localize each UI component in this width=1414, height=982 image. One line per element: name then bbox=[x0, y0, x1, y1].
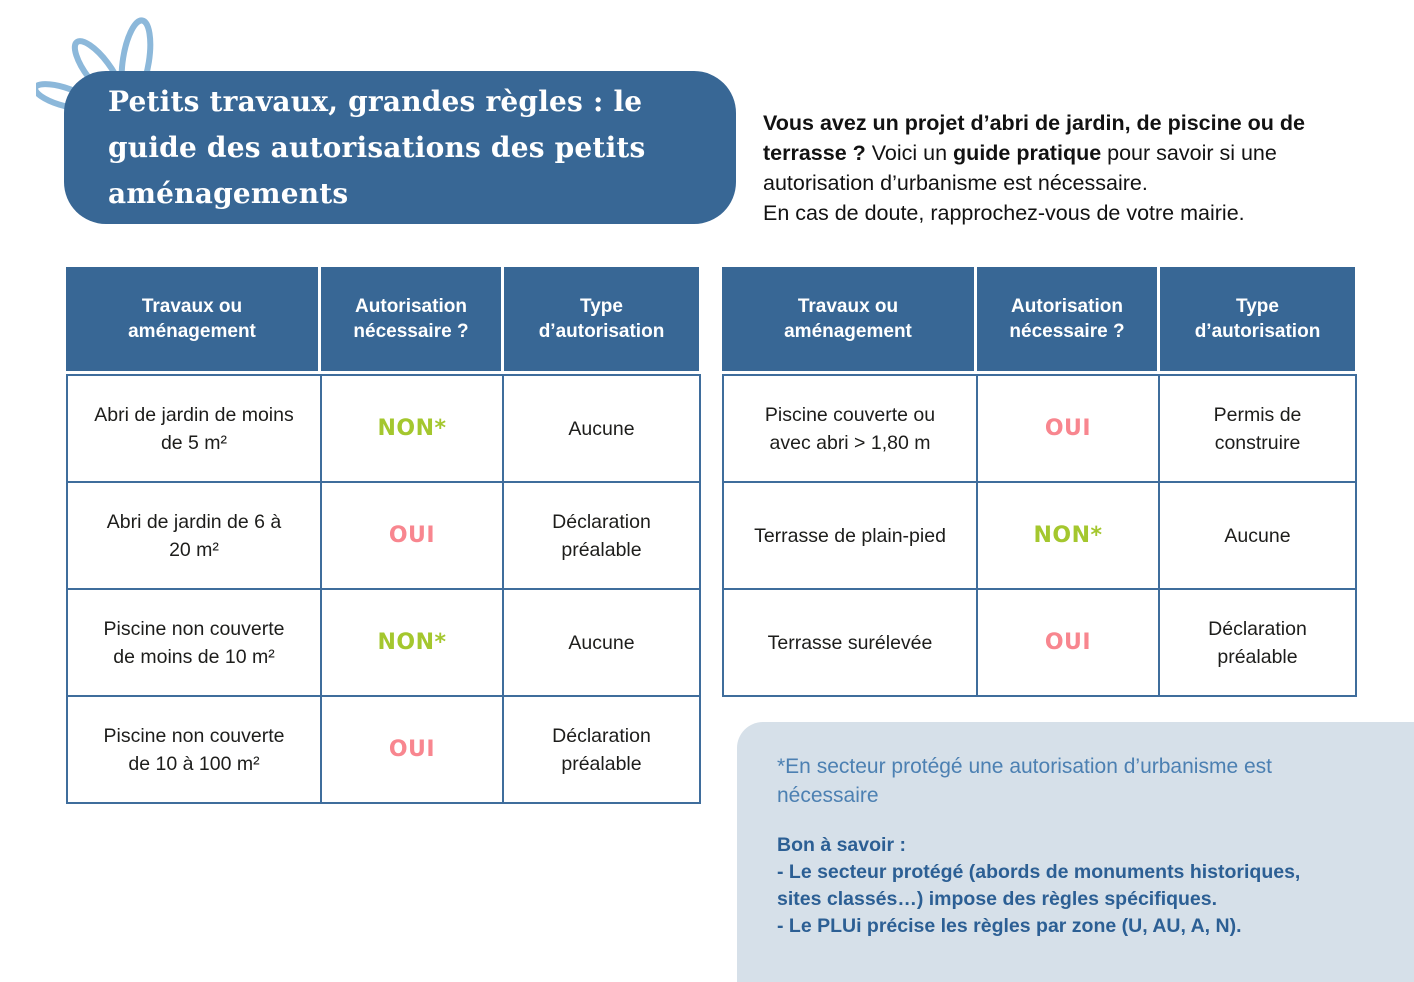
table-left-body: Abri de jardin de moins de 5 m² NON* Auc… bbox=[66, 374, 701, 804]
table-right-header-row: Travaux ou aménagement Autorisation néce… bbox=[722, 267, 1358, 371]
table-cell-autorisation: NON* bbox=[322, 590, 502, 695]
table-cell-type: Permis de construire bbox=[1160, 376, 1355, 481]
intro-mid-bold: guide pratique bbox=[953, 140, 1102, 165]
table-cell-type: Aucune bbox=[504, 590, 699, 695]
column-header-travaux: Travaux ou aménagement bbox=[722, 267, 974, 371]
table-left-header-row: Travaux ou aménagement Autorisation néce… bbox=[66, 267, 703, 371]
intro-paragraph: Vous avez un projet d’abri de jardin, de… bbox=[763, 108, 1363, 228]
intro-lead-bold: Vous avez un projet d’abri de jardin, de… bbox=[763, 110, 1305, 165]
column-header-autorisation: Autorisation nécessaire ? bbox=[321, 267, 501, 371]
intro-text: Voici un bbox=[865, 140, 954, 165]
table-cell-autorisation: NON* bbox=[322, 376, 502, 481]
table-cell-travaux: Abri de jardin de 6 à 20 m² bbox=[68, 483, 320, 588]
table-left: Travaux ou aménagement Autorisation néce… bbox=[66, 267, 703, 804]
table-cell-autorisation: OUI bbox=[322, 483, 502, 588]
table-cell-type: Aucune bbox=[1160, 483, 1355, 588]
table-cell-autorisation: OUI bbox=[978, 376, 1158, 481]
table-cell-travaux: Terrasse surélevée bbox=[724, 590, 976, 695]
table-cell-type: Déclaration préalable bbox=[1160, 590, 1355, 695]
column-header-type: Type d’autorisation bbox=[504, 267, 699, 371]
table-right: Travaux ou aménagement Autorisation néce… bbox=[722, 267, 1358, 697]
table-cell-autorisation: OUI bbox=[978, 590, 1158, 695]
table-cell-travaux: Piscine non couverte de 10 à 100 m² bbox=[68, 697, 320, 802]
intro-line2: En cas de doute, rapprochez-vous de votr… bbox=[763, 200, 1245, 225]
column-header-type: Type d’autorisation bbox=[1160, 267, 1355, 371]
good-to-know-item: - Le secteur protégé (abords de monument… bbox=[777, 861, 1301, 910]
table-cell-type: Déclaration préalable bbox=[504, 483, 699, 588]
good-to-know-block: Bon à savoir : - Le secteur protégé (abo… bbox=[777, 832, 1397, 940]
table-cell-travaux: Abri de jardin de moins de 5 m² bbox=[68, 376, 320, 481]
good-to-know-item: - Le PLUi précise les règles par zone (U… bbox=[777, 915, 1242, 937]
page-title: Petits travaux, grandes règles : le guid… bbox=[108, 84, 646, 210]
table-cell-travaux: Piscine couverte ou avec abri > 1,80 m bbox=[724, 376, 976, 481]
column-header-autorisation: Autorisation nécessaire ? bbox=[977, 267, 1157, 371]
table-cell-autorisation: NON* bbox=[978, 483, 1158, 588]
table-cell-autorisation: OUI bbox=[322, 697, 502, 802]
column-header-travaux: Travaux ou aménagement bbox=[66, 267, 318, 371]
table-cell-type: Déclaration préalable bbox=[504, 697, 699, 802]
intro-text-rest: pour savoir si une autorisation d’urbani… bbox=[763, 140, 1277, 195]
footnote-box: *En secteur protégé une autorisation d’u… bbox=[737, 722, 1414, 982]
table-cell-travaux: Terrasse de plain-pied bbox=[724, 483, 976, 588]
table-right-body: Piscine couverte ou avec abri > 1,80 m O… bbox=[722, 374, 1357, 697]
good-to-know-title: Bon à savoir : bbox=[777, 834, 906, 856]
title-banner: Petits travaux, grandes règles : le guid… bbox=[64, 71, 736, 224]
table-cell-travaux: Piscine non couverte de moins de 10 m² bbox=[68, 590, 320, 695]
asterisk-note: *En secteur protégé une autorisation d’u… bbox=[777, 755, 1272, 807]
table-cell-type: Aucune bbox=[504, 376, 699, 481]
